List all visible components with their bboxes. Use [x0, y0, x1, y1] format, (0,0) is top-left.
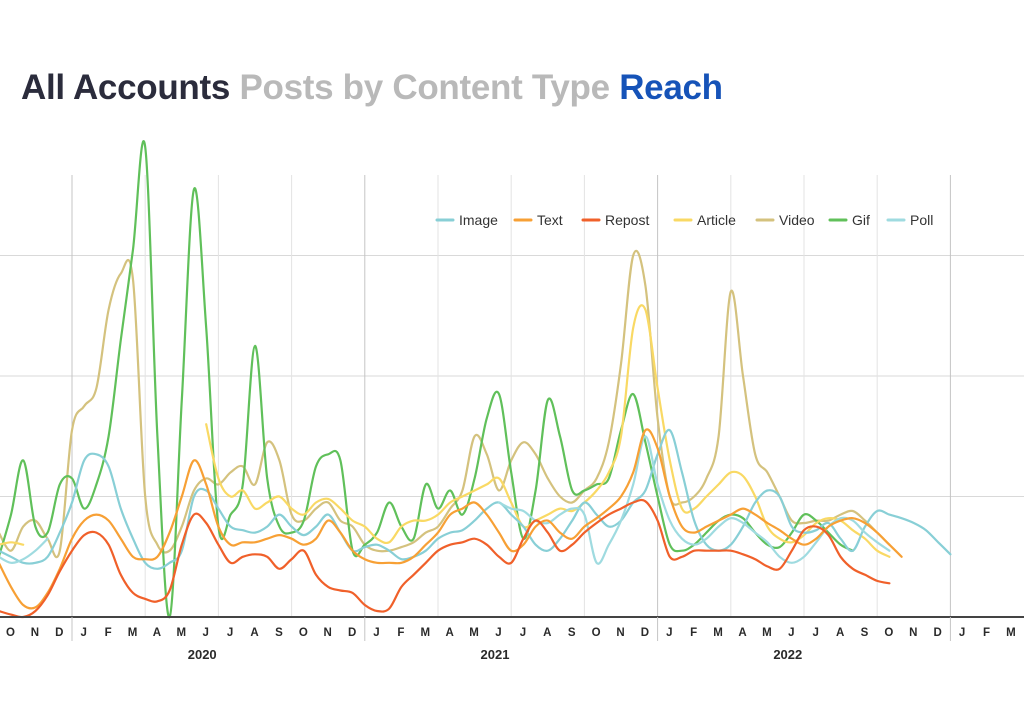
series-line-article[interactable] — [205, 304, 891, 558]
x-tick-label: M — [421, 627, 431, 639]
x-tick-label: N — [909, 627, 917, 639]
x-tick-label: J — [959, 627, 965, 639]
x-tick-label: F — [983, 627, 990, 639]
series-article — [0, 304, 891, 558]
legend-label: Gif — [852, 212, 870, 228]
x-tick-label: M — [177, 627, 187, 639]
x-tick-label: F — [690, 627, 697, 639]
series-line-article[interactable] — [0, 541, 25, 546]
x-tick-label: F — [397, 627, 404, 639]
x-tick-label: M — [469, 627, 479, 639]
x-tick-label: D — [55, 627, 63, 639]
x-tick-label: J — [80, 627, 86, 639]
legend-item-text[interactable]: Text — [513, 212, 563, 228]
legend-item-poll[interactable]: Poll — [886, 212, 933, 228]
account-selector[interactable]: All Accounts — [21, 68, 231, 107]
legend-item-repost[interactable]: Repost — [581, 212, 649, 228]
x-tick-label: S — [275, 627, 283, 639]
x-tick-label: N — [31, 627, 39, 639]
x-tick-label: J — [788, 627, 794, 639]
x-tick-label: N — [616, 627, 624, 639]
x-tick-label: A — [446, 627, 454, 639]
legend-item-gif[interactable]: Gif — [828, 212, 870, 228]
series-repost — [0, 498, 891, 619]
x-tick-label: J — [373, 627, 379, 639]
x-tick-label: A — [836, 627, 844, 639]
legend-item-video[interactable]: Video — [755, 212, 815, 228]
series-line-poll[interactable] — [0, 537, 49, 564]
x-tick-label: O — [884, 627, 893, 639]
x-tick-label: J — [666, 627, 672, 639]
series-gif — [0, 140, 854, 619]
legend-item-article[interactable]: Article — [673, 212, 736, 228]
legend-item-image[interactable]: Image — [435, 212, 498, 228]
year-label: 2021 — [481, 647, 510, 662]
x-tick-label: O — [592, 627, 601, 639]
x-tick-label: M — [1006, 627, 1016, 639]
x-tick-label: M — [128, 627, 138, 639]
series-line-image[interactable] — [0, 428, 952, 570]
x-tick-label: J — [812, 627, 818, 639]
x-tick-label: J — [495, 627, 501, 639]
x-tick-label: O — [299, 627, 308, 639]
x-tick-label: D — [641, 627, 649, 639]
x-tick-label: F — [105, 627, 112, 639]
series-line-repost[interactable] — [0, 498, 891, 619]
legend-label: Video — [779, 212, 815, 228]
legend-label: Text — [537, 212, 563, 228]
series-text — [0, 428, 903, 610]
year-label: 2020 — [188, 647, 217, 662]
x-tick-label: O — [6, 627, 15, 639]
x-tick-label: M — [713, 627, 723, 639]
series-image — [0, 428, 952, 570]
year-label: 2022 — [773, 647, 802, 662]
x-tick-label: A — [153, 627, 161, 639]
x-tick-label: A — [543, 627, 551, 639]
x-tick-label: D — [348, 627, 356, 639]
metric-selector[interactable]: Reach — [619, 68, 723, 107]
x-tick-label: J — [520, 627, 526, 639]
series-video — [0, 249, 891, 559]
x-tick-label: J — [227, 627, 233, 639]
series-line-text[interactable] — [0, 428, 903, 610]
legend-label: Poll — [910, 212, 933, 228]
x-tick-label: S — [861, 627, 869, 639]
content-type-selector[interactable]: Posts by Content Type — [239, 68, 610, 107]
series-line-gif[interactable] — [0, 140, 854, 619]
series-line-poll[interactable] — [497, 435, 891, 565]
x-tick-label: S — [568, 627, 576, 639]
x-tick-label: A — [250, 627, 258, 639]
x-tick-label: M — [762, 627, 772, 639]
page-title: All Accounts Posts by Content Type Reach — [21, 64, 723, 112]
series-line-video[interactable] — [0, 249, 891, 559]
x-tick-label: D — [934, 627, 942, 639]
x-tick-label: N — [324, 627, 332, 639]
chart-series-lines — [0, 140, 952, 619]
legend-label: Image — [459, 212, 498, 228]
legend-label: Article — [697, 212, 736, 228]
chart-legend: Image Text Repost Article Video Gif Poll — [435, 212, 933, 228]
x-tick-label: A — [738, 627, 746, 639]
x-tick-label: J — [202, 627, 208, 639]
legend-label: Repost — [605, 212, 649, 228]
